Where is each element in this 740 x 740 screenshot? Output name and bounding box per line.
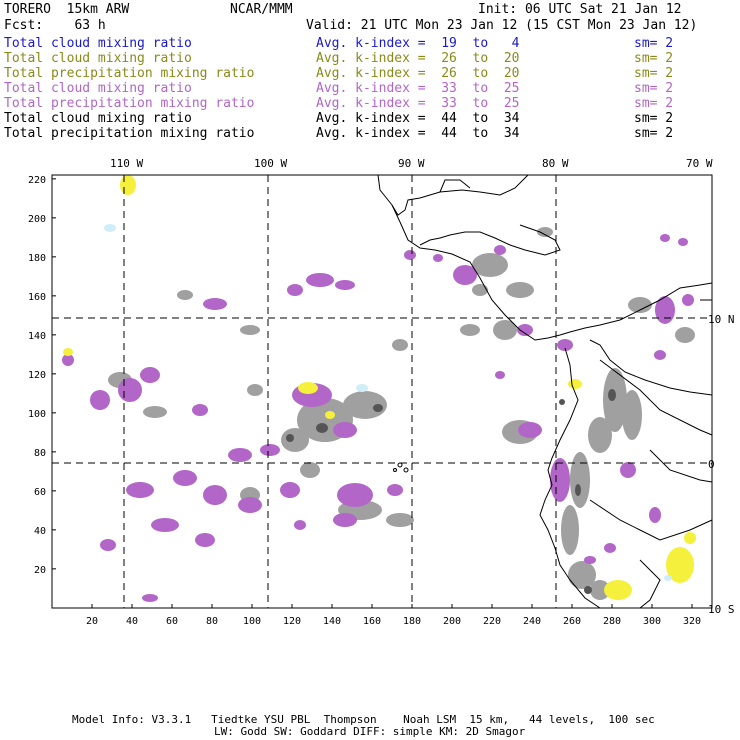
x-tick-label: 280: [603, 616, 621, 627]
legend-smoothing: sm= 2: [634, 96, 674, 111]
graticule: [52, 175, 712, 608]
longitude-label: 100 W: [254, 157, 288, 170]
precip-shading-yellow: [63, 175, 696, 600]
init-time: Init: 06 UTC Sat 21 Jan 12: [478, 2, 682, 17]
y-tick-label: 120: [28, 370, 46, 381]
legend-kindex: Avg. k-index = 33 to 25: [316, 81, 520, 96]
organization: NCAR/MMM: [230, 2, 293, 17]
x-tick-label: 140: [323, 616, 341, 627]
legend-field: Total precipitation mixing ratio: [4, 126, 255, 141]
legend-smoothing: sm= 2: [634, 126, 674, 141]
x-tick-label: 200: [443, 616, 461, 627]
legend-kindex: Avg. k-index = 26 to 20: [316, 66, 520, 81]
longitude-label: 70 W: [686, 157, 713, 170]
cloud-shading-cyan: [104, 224, 672, 581]
legend-kindex: Avg. k-index = 44 to 34: [316, 111, 520, 126]
legend-smoothing: sm= 2: [634, 66, 674, 81]
latitude-label: 0: [708, 458, 715, 471]
y-tick-label: 60: [34, 487, 46, 498]
latitude-label: 10 N: [708, 313, 735, 326]
legend-smoothing: sm= 2: [634, 111, 674, 126]
axis-tick-labels: 20 40 60 80 100 120 140 160 180 200 220 240 260 280 30…: [28, 175, 701, 627]
legend-field: Total cloud mixing ratio: [4, 36, 192, 51]
longitude-label: 80 W: [542, 157, 569, 170]
x-tick-label: 160: [363, 616, 381, 627]
longitude-label: 90 W: [398, 157, 425, 170]
x-tick-label: 100: [243, 616, 261, 627]
y-tick-label: 200: [28, 214, 46, 225]
model-physics: LW: Godd SW: Goddard DIFF: simple KM: 2D…: [214, 725, 526, 738]
heavy-shading: [286, 389, 616, 594]
legend-smoothing: sm= 2: [634, 81, 674, 96]
legend-field: Total cloud mixing ratio: [4, 81, 192, 96]
x-tick-label: 320: [683, 616, 701, 627]
mixing-ratio-shading: [62, 234, 694, 602]
y-tick-label: 140: [28, 331, 46, 342]
x-tick-label: 60: [166, 616, 178, 627]
legend-kindex: Avg. k-index = 33 to 25: [316, 96, 520, 111]
legend-field: Total cloud mixing ratio: [4, 51, 192, 66]
y-tick-label: 180: [28, 253, 46, 264]
x-tick-label: 300: [643, 616, 661, 627]
valid-time: Valid: 21 UTC Mon 23 Jan 12 (15 CST Mon …: [306, 18, 698, 33]
latitude-label: 10 S: [708, 603, 735, 616]
longitude-label: 110 W: [110, 157, 144, 170]
x-tick-label: 260: [563, 616, 581, 627]
legend-kindex: Avg. k-index = 44 to 34: [316, 126, 520, 141]
precipitation-fields: [62, 175, 696, 602]
legend-kindex: Avg. k-index = 19 to 4: [316, 36, 520, 51]
legend-smoothing: sm= 2: [634, 51, 674, 66]
legend-field: Total precipitation mixing ratio: [4, 96, 255, 111]
x-tick-label: 80: [206, 616, 218, 627]
coastlines: [377, 174, 713, 609]
x-tick-label: 20: [86, 616, 98, 627]
legend-smoothing: sm= 2: [634, 36, 674, 51]
legend-field: Total precipitation mixing ratio: [4, 66, 255, 81]
y-tick-label: 40: [34, 526, 46, 537]
y-tick-label: 100: [28, 409, 46, 420]
y-tick-label: 20: [34, 565, 46, 576]
model-info: Model Info: V3.3.1 Tiedtke YSU PBL Thomp…: [72, 713, 655, 726]
model-title: TORERO 15km ARW: [4, 2, 130, 17]
y-tick-label: 220: [28, 175, 46, 186]
legend-kindex: Avg. k-index = 26 to 20: [316, 51, 520, 66]
forecast-hour: Fcst: 63 h: [4, 18, 106, 33]
x-tick-label: 220: [483, 616, 501, 627]
x-tick-label: 40: [126, 616, 138, 627]
x-tick-label: 180: [403, 616, 421, 627]
y-tick-label: 160: [28, 292, 46, 303]
x-tick-label: 120: [283, 616, 301, 627]
legend-field: Total cloud mixing ratio: [4, 111, 192, 126]
y-tick-label: 80: [34, 448, 46, 459]
map-frame: [51, 174, 713, 609]
x-tick-label: 240: [523, 616, 541, 627]
axis-ticks: [52, 178, 693, 608]
